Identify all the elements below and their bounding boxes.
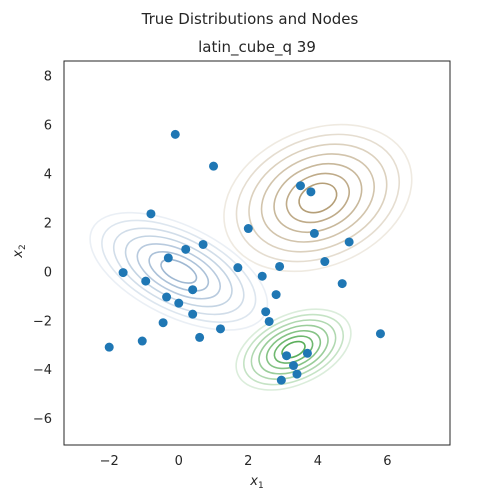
node-point	[233, 263, 243, 273]
node-point	[162, 292, 172, 302]
y-tick-label: 0	[44, 265, 52, 280]
node-point	[320, 257, 330, 267]
contour-green	[250, 319, 337, 381]
x-axis-label-subscript: 1	[258, 481, 264, 491]
contour-blue	[148, 250, 210, 292]
contour-green	[242, 313, 345, 386]
contour-brown	[298, 182, 338, 214]
contour-blue	[160, 258, 198, 284]
node-point	[104, 342, 114, 352]
node-point	[209, 161, 219, 171]
node-point	[188, 285, 198, 295]
contour-green	[258, 324, 329, 375]
node-point	[257, 271, 267, 281]
node-point	[174, 298, 184, 308]
node-point	[375, 329, 385, 339]
plot-frame	[63, 60, 451, 446]
node-points	[104, 129, 385, 385]
y-tick-label: 6	[44, 119, 52, 134]
y-tick-label: −6	[33, 412, 52, 427]
node-point	[146, 209, 156, 219]
y-axis-label-main: x	[11, 250, 26, 259]
density-contours	[89, 123, 413, 391]
x-axis-label: x1	[249, 474, 263, 491]
node-point	[188, 309, 198, 319]
node-point	[289, 361, 299, 371]
chart-title: True Distributions and Nodes	[141, 10, 359, 28]
node-point	[141, 276, 151, 286]
node-point	[292, 369, 302, 379]
contour-green	[273, 335, 314, 364]
x-tick-label: −2	[100, 454, 119, 469]
node-point	[243, 224, 253, 234]
contour-brown	[285, 172, 350, 224]
x-tick-label: 6	[383, 454, 391, 469]
contour-brown	[273, 162, 363, 234]
y-tick-label: −4	[33, 363, 52, 378]
node-point	[306, 187, 316, 197]
node-point	[309, 228, 319, 238]
node-point	[170, 129, 180, 139]
x-axis-label-main: x	[249, 474, 258, 489]
contour-blue	[89, 211, 269, 331]
node-point	[295, 181, 305, 191]
node-point	[118, 268, 128, 278]
node-point	[264, 316, 274, 326]
y-axis-label: x2	[11, 244, 28, 258]
contour-brown	[260, 153, 375, 243]
contour-brown	[248, 143, 388, 253]
node-point	[275, 261, 285, 271]
y-axis-ticks: −6 −4 −2 0 2 4 6 8	[33, 70, 52, 427]
node-point	[302, 348, 312, 358]
node-point	[276, 375, 286, 385]
contour-blue	[136, 243, 221, 300]
node-point	[181, 244, 191, 254]
node-point	[198, 239, 208, 249]
node-point	[282, 351, 292, 361]
contour-green	[235, 308, 352, 391]
contour-brown	[235, 133, 401, 263]
node-point	[215, 324, 225, 334]
contour-green	[265, 329, 322, 370]
y-tick-label: −2	[33, 314, 52, 329]
node-point	[271, 290, 281, 300]
x-axis-ticks: −2 0 2 4 6	[100, 454, 392, 469]
y-tick-label: 4	[44, 168, 52, 183]
contour-brown	[223, 123, 413, 273]
x-tick-label: 0	[175, 454, 183, 469]
contour-blue	[101, 219, 257, 324]
node-point	[337, 279, 347, 289]
node-point	[163, 253, 173, 263]
node-point	[261, 307, 271, 317]
contour-blue	[112, 227, 245, 316]
x-tick-label: 4	[314, 454, 322, 469]
chart-subtitle: latin_cube_q 39	[198, 38, 316, 57]
node-point	[137, 336, 147, 346]
x-tick-label: 2	[244, 454, 252, 469]
y-tick-label: 8	[44, 70, 52, 85]
node-point	[344, 237, 354, 247]
node-point	[195, 332, 205, 342]
y-tick-label: 2	[44, 216, 52, 231]
node-point	[158, 318, 168, 328]
y-axis-label-subscript: 2	[18, 244, 28, 250]
